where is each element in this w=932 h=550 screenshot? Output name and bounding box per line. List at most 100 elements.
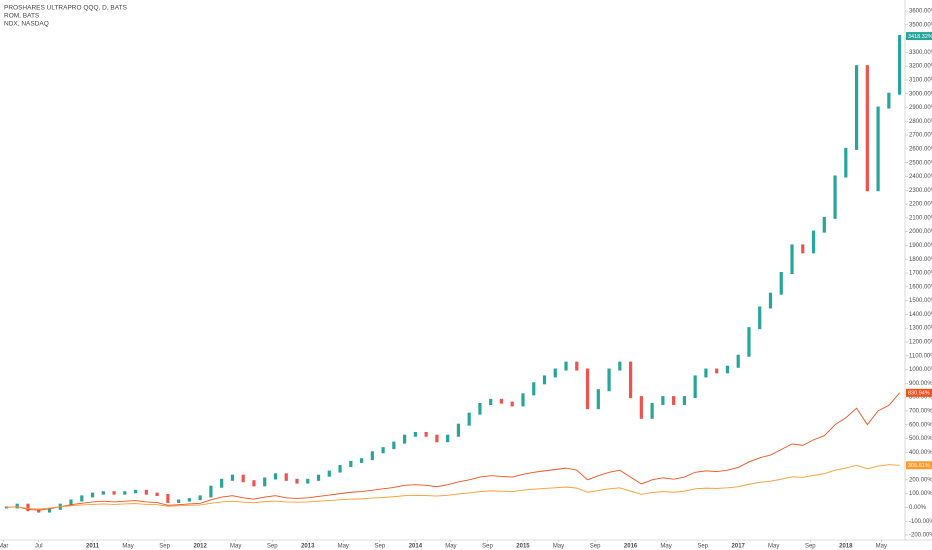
candle [295, 478, 299, 484]
y-tick-label: 2700.00% [909, 133, 932, 139]
candle [758, 306, 762, 330]
candle [779, 272, 783, 295]
price-badge-label: 830.94% [908, 391, 930, 397]
y-tick-label: 2800.00% [909, 119, 932, 125]
y-tick-label: 1400.00% [909, 312, 932, 318]
candle [413, 431, 417, 437]
y-tick-label: -100.00% [909, 519, 932, 525]
y-tick-label: 2300.00% [909, 188, 932, 194]
y-tick-label: 1000.00% [909, 367, 932, 373]
candle [220, 478, 224, 488]
y-tick-label: 2500.00% [909, 160, 932, 166]
candle [715, 368, 719, 374]
candle [693, 375, 697, 399]
x-tick-label: 2011 [86, 544, 100, 550]
y-tick-label: 500.00% [909, 436, 932, 442]
y-tick-label: 3300.00% [909, 50, 932, 56]
candle [585, 368, 590, 410]
y-tick-label: 3600.00% [909, 9, 932, 15]
candle [768, 292, 773, 309]
candle [435, 434, 439, 443]
candle [144, 489, 148, 495]
candle [747, 327, 751, 357]
y-tick-label: 1300.00% [909, 326, 932, 332]
candle [80, 495, 84, 502]
candle [811, 230, 816, 254]
x-tick-label: Sep [159, 544, 170, 550]
candle [898, 35, 902, 95]
x-tick-label: 2013 [301, 544, 315, 550]
candle [359, 458, 364, 463]
candle [822, 216, 826, 233]
header-line: NDX, NASDAQ [4, 21, 49, 28]
candle [521, 393, 525, 407]
candle [112, 491, 116, 495]
y-tick-label: 3000.00% [909, 91, 932, 97]
candle [672, 396, 676, 405]
candle [316, 474, 321, 481]
x-tick-label: May [122, 544, 133, 550]
candle [833, 175, 837, 219]
x-tick-label: 2012 [193, 544, 207, 550]
x-tick-label: Sep [482, 544, 493, 550]
x-tick-label: Jul [35, 544, 43, 550]
candle [725, 365, 730, 374]
series-line [6, 392, 900, 511]
y-tick-label: 1600.00% [909, 284, 932, 290]
price-badge [906, 388, 932, 397]
y-tick-label: 2400.00% [909, 174, 932, 180]
candle [381, 447, 385, 454]
y-tick-label: 200.00% [909, 477, 932, 483]
candle [887, 92, 891, 109]
x-tick-label: 2018 [839, 544, 853, 550]
y-tick-label: 1800.00% [909, 257, 932, 263]
header-line: ROM, BATS [4, 13, 40, 20]
series-line [6, 464, 900, 510]
y-tick-label: 800.00% [909, 395, 932, 401]
candle [4, 506, 9, 509]
candle [499, 398, 504, 404]
candle [37, 509, 41, 513]
y-tick-label: 2100.00% [909, 215, 932, 221]
candle [650, 403, 654, 419]
y-tick-label: 1700.00% [909, 271, 932, 277]
x-tick-label: May [445, 544, 456, 550]
y-tick-label: 400.00% [909, 450, 932, 456]
candle [273, 473, 278, 480]
candle [306, 478, 310, 484]
candle [392, 441, 396, 450]
candle [230, 474, 235, 481]
x-tick-label: Sep [805, 544, 816, 550]
candle [446, 434, 450, 443]
candle [467, 412, 471, 426]
candle [47, 507, 52, 513]
y-tick-label: 2000.00% [909, 229, 932, 235]
x-tick-label: May [338, 544, 349, 550]
price-badge-label: 3418.32% [908, 34, 932, 40]
candle [682, 396, 686, 405]
x-tick-label: May [230, 544, 241, 550]
candle [198, 495, 202, 501]
candle [596, 389, 600, 410]
x-tick-label: 2014 [409, 544, 423, 550]
y-tick-label: 700.00% [909, 408, 932, 414]
candle [607, 368, 611, 392]
candle [241, 474, 245, 483]
x-tick-label: Sep [697, 544, 708, 550]
y-tick-label: 900.00% [909, 381, 932, 387]
candle [865, 65, 869, 192]
y-tick-label: 600.00% [909, 422, 932, 428]
candle [26, 503, 30, 512]
candle [618, 361, 622, 371]
x-tick-label: Sep [375, 544, 386, 550]
candle [252, 480, 256, 487]
y-tick-label: 2200.00% [909, 202, 932, 208]
candle [639, 396, 643, 419]
candle [844, 147, 848, 178]
candle [133, 489, 138, 494]
price-badge [906, 32, 932, 41]
candle [704, 368, 708, 378]
y-tick-label: 3500.00% [909, 22, 932, 28]
candle [542, 375, 547, 385]
